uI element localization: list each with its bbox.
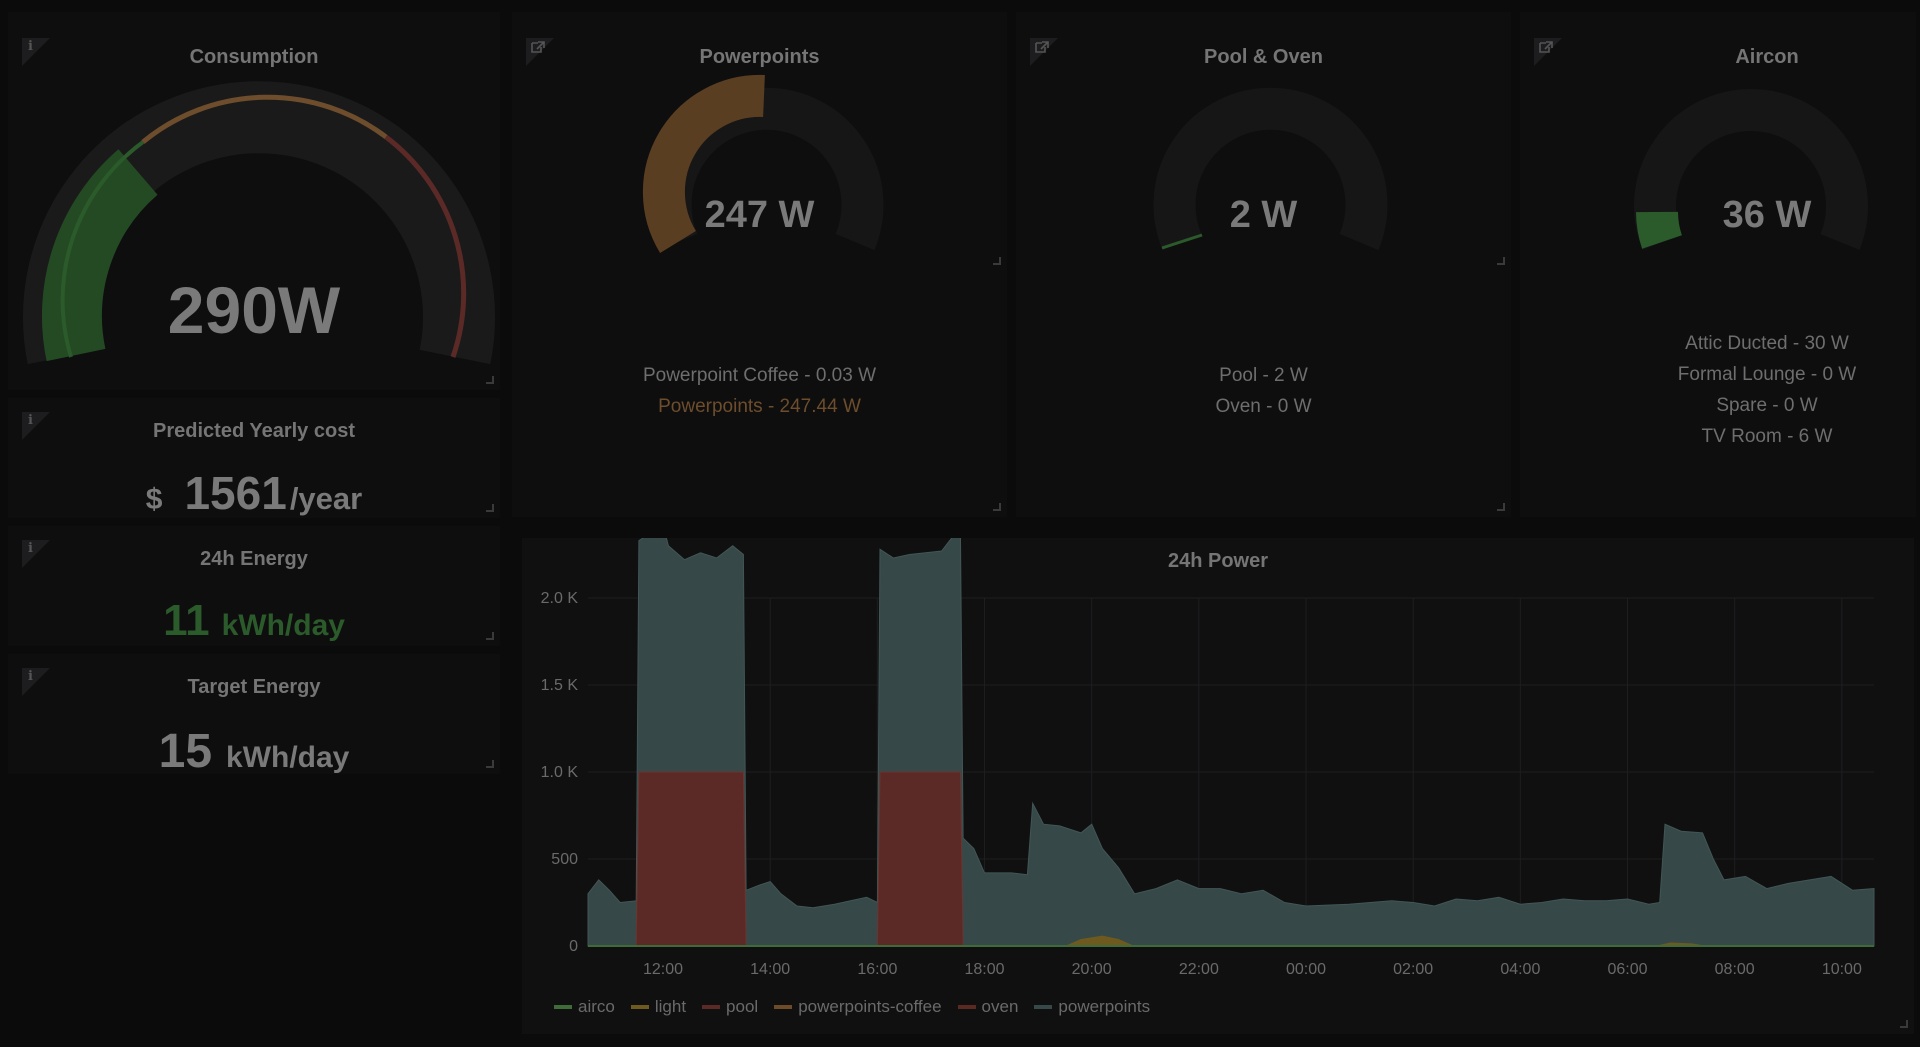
panel-title: Target Energy [187,676,321,698]
panel-title: Powerpoints [699,46,820,68]
legend-swatch [702,1005,721,1009]
legend-label: light [654,997,687,1016]
legend-item-airco[interactable]: airco [554,997,615,1017]
y-tick-label: 0 [569,938,578,955]
stat-unit: /year [289,481,363,516]
gauge-value: 36 W [1722,194,1812,236]
panel-title: 24h Power [1167,550,1269,572]
info-icon[interactable]: i [22,668,50,696]
consumption-panel: i Consumption 290W [8,12,500,390]
external-link-icon[interactable] [526,38,554,66]
legend-item-powerpoints-coffee[interactable]: powerpoints-coffee [774,997,942,1017]
x-tick-label: 18:00 [964,961,1004,978]
target-energy-panel: i Target Energy 15 kWh/day [8,654,500,778]
target-energy-stat: 15 kWh/day [8,724,500,779]
legend-item-light[interactable]: light [630,997,687,1017]
yearly-cost-stat: $1561/year [8,466,500,520]
legend-entry: Spare - 0 W [1716,395,1818,416]
legend-item-pool[interactable]: pool [702,997,758,1017]
gauge-legend: Attic Ducted - 30 W Formal Lounge - 0 W … [1520,328,1920,452]
stat-value: 15 [158,725,213,778]
legend-entry: Formal Lounge - 0 W [1677,364,1857,385]
legend-item-oven[interactable]: oven [957,997,1019,1017]
legend-swatch [630,1005,649,1009]
powerpoints-panel: Powerpoints 247 W Powerpoint Coffee - 0.… [512,12,1007,517]
x-tick-label: 12:00 [643,961,683,978]
gauge-legend: Pool - 2 W Oven - 0 W [1016,360,1511,422]
resize-handle[interactable] [1497,257,1505,265]
legend-entry: Attic Ducted - 30 W [1685,333,1849,354]
energy-24h-panel: i 24h Energy 11 kWh/day [8,526,500,646]
resize-handle[interactable] [486,632,494,640]
legend-entry: Powerpoints - 247.44 W [658,396,861,417]
x-tick-label: 06:00 [1607,961,1647,978]
stat-value: 1561 [184,467,287,519]
legend-entry: Pool - 2 W [1219,365,1308,386]
powerpoints-gauge [642,74,884,253]
aircon-panel: Aircon 36 W Attic Ducted - 30 W Formal L… [1520,12,1916,517]
gauge-legend: Powerpoint Coffee - 0.03 W Powerpoints -… [512,360,1007,422]
panel-title: Consumption [189,46,319,68]
info-icon[interactable]: i [22,412,50,440]
panel-title: Predicted Yearly cost [153,420,355,442]
resize-handle[interactable] [486,504,494,512]
stat-unit: kWh/day [221,609,345,642]
panel-title: Pool & Oven [1204,46,1323,68]
gauge-value: 2 W [1229,194,1298,236]
legend-entry: TV Room - 6 W [1701,426,1833,447]
y-tick-label: 2.0 K [541,590,579,607]
chart-legend: airco light pool powerpoints-coffee oven powe… [554,996,1166,1017]
panel-title: Aircon [1735,46,1799,68]
legend-label: pool [726,997,759,1016]
pool-oven-panel: Pool & Oven 2 W Pool - 2 W Oven - 0 W [1016,12,1511,517]
x-tick-label: 08:00 [1715,961,1755,978]
info-icon[interactable]: i [22,38,50,66]
power-chart[interactable]: 0 500 1.0 K 1.5 K 2.0 K 12:00 14:00 16:00 18:00 2… [522,538,1914,978]
external-link-icon[interactable] [1030,38,1058,66]
yearly-cost-panel: i Predicted Yearly cost $1561/year [8,398,500,520]
resize-handle[interactable] [993,503,1001,511]
legend-label: airco [578,997,615,1016]
x-tick-label: 22:00 [1179,961,1219,978]
y-tick-label: 1.5 K [541,677,579,694]
currency-symbol: $ [145,483,163,516]
legend-entry: Oven - 0 W [1215,396,1312,417]
legend-entry: Powerpoint Coffee - 0.03 W [642,365,877,386]
gauge-value: 290W [167,273,341,347]
legend-swatch [957,1005,976,1009]
x-tick-label: 10:00 [1822,961,1862,978]
x-tick-label: 00:00 [1286,961,1326,978]
series-area-powerpoints [587,538,1875,947]
resize-handle[interactable] [993,257,1001,265]
resize-handle[interactable] [486,760,494,768]
x-tick-label: 02:00 [1393,961,1433,978]
resize-handle[interactable] [486,376,494,384]
consumption-gauge [23,81,495,365]
aircon-gauge [1634,89,1868,250]
resize-handle[interactable] [1900,1020,1908,1028]
legend-label: powerpoints-coffee [798,997,942,1016]
stat-value: 11 [163,596,210,645]
legend-swatch [554,1005,572,1009]
legend-label: powerpoints [1058,997,1151,1016]
stat-unit: kWh/day [226,741,350,774]
legend-label: oven [981,997,1019,1016]
info-icon[interactable]: i [22,540,50,568]
legend-item-powerpoints[interactable]: powerpoints [1034,997,1150,1017]
external-link-icon[interactable] [1534,38,1562,66]
legend-swatch [774,1005,793,1009]
x-tick-label: 16:00 [857,961,897,978]
legend-swatch [1034,1005,1053,1009]
gauge-value: 247 W [704,194,815,236]
x-tick-label: 20:00 [1072,961,1112,978]
x-tick-label: 14:00 [750,961,790,978]
power-chart-panel: 24h Power 0 500 1.0 K 1.5 K 2.0 K 12:00 14:00 1… [522,538,1914,1034]
resize-handle[interactable] [1497,503,1505,511]
y-tick-label: 500 [551,851,578,868]
pool-oven-gauge [1153,87,1388,251]
energy-24h-stat: 11 kWh/day [8,596,500,646]
y-tick-label: 1.0 K [541,764,579,781]
panel-title: 24h Energy [200,548,308,570]
x-tick-label: 04:00 [1500,961,1540,978]
